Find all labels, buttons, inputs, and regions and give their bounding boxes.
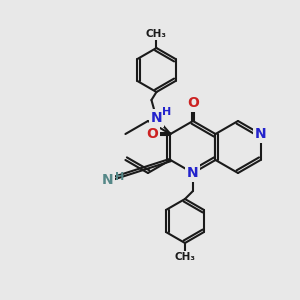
Text: CH₃: CH₃ [175,252,196,262]
Text: H: H [116,172,124,182]
Text: O: O [187,96,199,110]
Text: H: H [162,107,171,117]
Text: CH₃: CH₃ [146,29,167,39]
Text: N: N [102,173,114,187]
Text: O: O [146,127,158,141]
Text: N: N [187,166,199,180]
Text: N: N [151,111,162,125]
Text: N: N [255,127,266,141]
Text: N: N [187,166,199,180]
